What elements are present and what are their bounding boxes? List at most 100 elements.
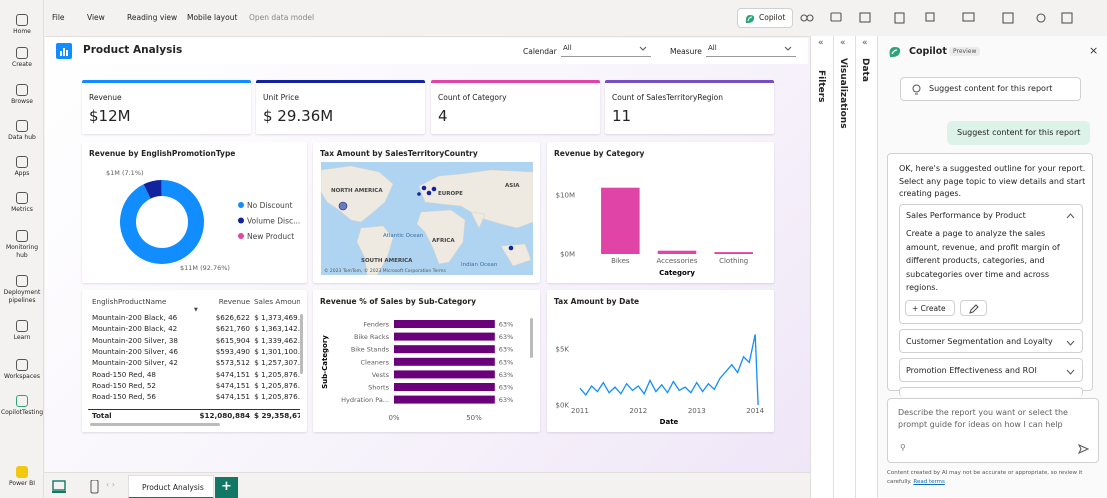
icon-present[interactable] [962,12,975,22]
user-message-text: Suggest content for this report [957,128,1081,137]
map-bubble[interactable] [417,192,421,196]
map-label: ASIA [505,183,520,189]
topic-title: Customer Segmentation and Loyalty [906,337,1053,346]
phone-icon[interactable] [90,480,99,494]
pane-collapse[interactable]: « [862,38,868,48]
visual-title: Revenue % of Sales by Sub-Category [320,297,476,306]
y-tick-label: Hydration Pa... [341,396,389,404]
y-tick-label: Cleaners [360,358,389,366]
table-header: Sales Amount [254,297,300,306]
y-tick-label: Bike Racks [354,333,390,341]
report-icon-bar [66,50,68,56]
nav-label[interactable]: Monitoring hub [5,244,39,259]
data-pane[interactable]: « Data [855,36,877,498]
add-page-button[interactable]: + [215,477,238,498]
user-message: Suggest content for this report [947,121,1090,145]
icon-save[interactable] [1061,12,1073,24]
donut-chart: $11M (92.76%) $1M (7.1%) No Discount Volume… [106,169,300,272]
icon-binoculars-2[interactable] [806,14,814,22]
icon-share[interactable] [1002,12,1014,24]
data-label: 63% [499,371,513,379]
menu-reading-view[interactable]: Reading view [127,13,178,22]
nav-icon [16,275,28,287]
visualizations-pane[interactable]: « Visualizations [833,36,855,498]
data-label: 63% [499,321,513,329]
map-bubble[interactable] [431,186,437,192]
nav-label[interactable]: Deployment pipelines [3,289,41,304]
topic-collapsed[interactable]: Promotion Effectiveness and ROI [899,358,1083,382]
chevron-down [1066,340,1075,346]
copilot-button[interactable]: Copilot [737,8,793,28]
prompt-input[interactable]: Describe the report you want or select t… [887,398,1099,463]
line-series [579,334,759,406]
menu-file[interactable]: File [52,13,65,22]
table-cell: $ 1,205,876. [254,380,300,390]
filters-pane[interactable]: « Filters [810,36,833,498]
create-button[interactable]: + Create [905,300,955,316]
map-bubble[interactable] [426,190,432,196]
table-cell: Road-150 Red, 56 [92,392,157,402]
data-label: 63% [499,333,513,341]
page-nav-arrows[interactable]: ‹ › [106,480,115,489]
scrollbar [530,318,533,358]
bar [394,345,495,354]
map-bubble[interactable] [508,245,514,251]
topic-collapsed[interactable]: Customer Segmentation and Loyalty [899,329,1083,353]
edit-button[interactable] [960,300,987,316]
attach-icon[interactable]: ⚲ [900,443,906,452]
nav-icon [16,466,28,478]
y-tick-label: $0K [556,402,570,410]
nav-label[interactable]: Power BI [9,480,35,487]
icon-refresh[interactable] [1036,13,1046,23]
nav-label[interactable]: Learn [13,334,31,341]
map[interactable]: NORTH AMERICA EUROPE ASIA Atlantic Ocean… [321,162,533,275]
desktop-icon[interactable] [52,480,66,491]
chevron-path [639,46,647,51]
icon-copy[interactable] [925,12,935,22]
legend-marker [238,217,244,224]
table-cell: $474,151 [215,392,250,402]
page-tab[interactable]: Product Analysis [128,475,214,498]
menu-view[interactable]: View [87,13,105,22]
close-button[interactable]: × [1089,44,1099,57]
table-cell: Mountain-200 Silver, 38 [92,335,178,345]
nav-label[interactable]: CopilotTesting [0,409,44,416]
pane-collapse[interactable]: « [818,38,824,48]
pane-collapse[interactable]: « [840,38,846,48]
topic-expanded[interactable]: Sales Performance by Product Create a pa… [899,204,1083,324]
chevron-path [1066,340,1075,346]
map-bubble[interactable] [421,185,427,191]
menu-mobile-layout[interactable]: Mobile layout [187,13,238,22]
kpi-card: Count of SalesTerritoryRegion 11 [605,80,774,134]
map-land [470,211,486,229]
terms-link[interactable]: Read terms [913,478,945,485]
icon-binoculars[interactable] [800,14,808,22]
nav-label[interactable]: Home [13,28,31,35]
slicer-dropdown[interactable]: All [561,42,651,57]
bar [394,395,495,404]
icon-comment[interactable] [830,12,842,22]
bar-card: Revenue by Category $0M $10M Bikes Accessor… [547,142,774,283]
nav-label[interactable]: Create [12,61,32,68]
map-attribution: © 2023 TomTom, © 2023 Microsoft Corporat… [324,267,447,274]
icon-view[interactable] [859,12,871,23]
nav-label[interactable]: Metrics [11,206,33,213]
nav-label[interactable]: Workspaces [4,373,40,380]
suggest-button[interactable]: Suggest content for this report [900,77,1081,101]
reply-text: OK, here's a suggested outline for your … [899,164,1086,198]
kpi-value: $12M [89,107,131,125]
pane-label: Data [860,58,870,82]
map-bubble[interactable] [338,201,348,211]
nav-label[interactable]: Apps [14,170,30,177]
menu-open-data-model[interactable]: Open data model [249,13,315,22]
legend-label: Volume Disc... [247,217,300,226]
legend-label: No Discount [247,201,293,210]
topic-collapsed[interactable] [899,387,1083,397]
kpi-label: Revenue [89,93,122,102]
nav-label[interactable]: Data hub [8,134,36,141]
bar [394,332,495,341]
icon-edit[interactable] [894,12,905,24]
send-button[interactable] [1078,444,1089,454]
slicer-dropdown[interactable]: All [706,42,796,57]
nav-label[interactable]: Browse [11,98,33,105]
